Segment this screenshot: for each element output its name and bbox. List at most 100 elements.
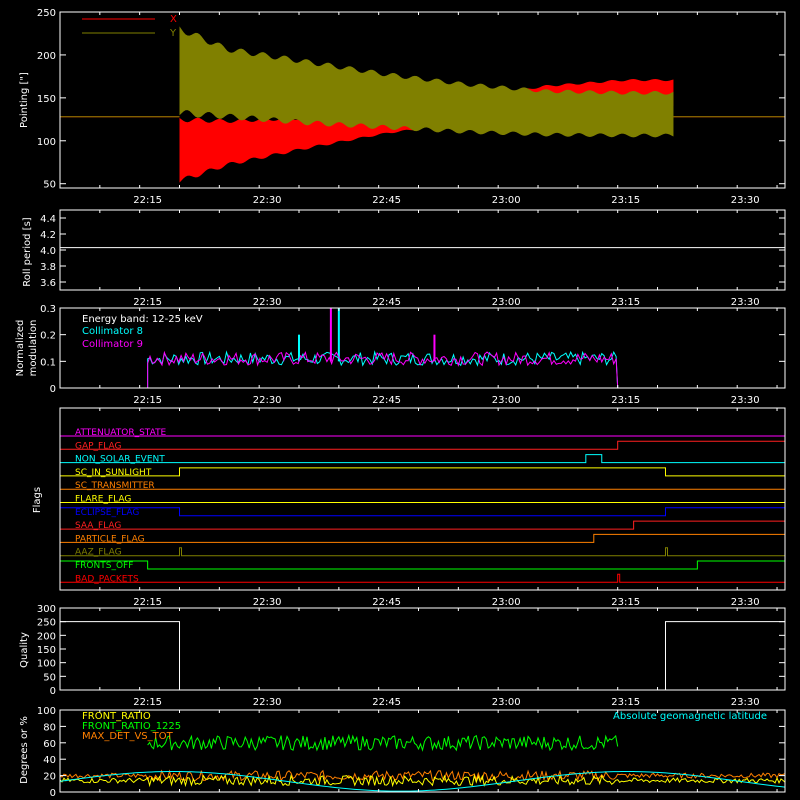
geomag-latitude-trace: [59, 771, 786, 792]
x-tick-label: 22:15: [133, 195, 162, 206]
y-tick-label: 100: [37, 706, 56, 717]
flag-trace: [60, 454, 785, 464]
flag-trace: [60, 467, 785, 477]
pointing-axes-frame: [59, 11, 786, 189]
roll-ylabel: Roll period [s]: [22, 217, 33, 286]
x-tick-label: 23:30: [731, 697, 760, 708]
x-tick-label: 22:30: [253, 395, 282, 406]
flag-label: GAP_FLAG: [75, 441, 121, 451]
x-tick-label: 22:15: [133, 597, 162, 608]
modulation-axes-frame: [59, 307, 786, 389]
legend-label-collimator9: Collimator 9: [82, 339, 143, 350]
flag-label: FRONTS_OFF: [75, 561, 133, 571]
legend-label-front-ratio-1225: FRONT_RATIO_1225: [82, 721, 181, 732]
x-tick-label: 22:45: [372, 297, 401, 308]
x-tick-label: 23:30: [731, 195, 760, 206]
y-tick-label: 40: [43, 755, 56, 766]
y-tick-label: 0.2: [40, 331, 56, 342]
legend-label-collimator8: Collimator 8: [82, 326, 143, 337]
pointing-ticks: 22:15 22:30 22:45 23:00 23:15 23:30 50 100 150 20…: [37, 8, 785, 206]
ratios-plot-data: [59, 733, 786, 792]
x-tick-label: 22:30: [253, 297, 282, 308]
quality-panel: 22:15 22:30 22:45 23:00 23:15 23:30 0 50 100 150 2…: [19, 604, 786, 708]
y-tick-label: 250: [37, 8, 56, 19]
flag-label: SAA_FLAG: [75, 521, 121, 531]
modulation-ylabel-line1: Normalized: [15, 320, 26, 377]
geomag-latitude-label: Absolute geomagnetic latitude: [613, 711, 767, 722]
x-tick-label: 23:15: [611, 297, 640, 308]
pointing-ylabel: Pointing ["]: [19, 72, 30, 128]
y-tick-label: 200: [37, 51, 56, 62]
y-tick-label: 0: [50, 384, 56, 395]
x-tick-label: 23:00: [492, 297, 521, 308]
y-tick-label: 200: [37, 631, 56, 642]
pointing-plot-data: [60, 26, 785, 183]
x-tick-label: 23:15: [611, 195, 640, 206]
energy-band-annotation: Energy band: 12-25 keV: [82, 314, 203, 325]
x-tick-label: 22:45: [372, 697, 401, 708]
x-tick-label: 23:00: [492, 697, 521, 708]
legend-label-max-det-vs-tot: MAX_DET_VS_TOT: [82, 731, 174, 742]
modulation-plot-data: [60, 308, 785, 389]
x-tick-label: 22:45: [372, 597, 401, 608]
modulation-ylabel-line2: modulation: [28, 320, 39, 377]
roll-panel: 22:15 22:30 22:45 23:00 23:15 23:30 3.6 3.8 4.0 4…: [22, 209, 786, 308]
y-tick-label: 150: [37, 645, 56, 656]
x-tick-label: 22:45: [372, 395, 401, 406]
x-tick-label: 23:00: [492, 395, 521, 406]
y-tick-label: 3.8: [40, 262, 56, 273]
x-tick-label: 22:15: [133, 395, 162, 406]
x-tick-label: 22:30: [253, 195, 282, 206]
legend-label-x: X: [170, 14, 177, 25]
y-tick-label: 150: [37, 94, 56, 105]
y-tick-label: 50: [43, 180, 56, 191]
roll-ticks: 22:15 22:30 22:45 23:00 23:15 23:30 3.6 3.8 4.0 4…: [40, 210, 785, 308]
pointing-legend: X Y: [82, 14, 177, 39]
x-tick-label: 22:30: [253, 697, 282, 708]
flags-axes-frame: [59, 407, 786, 591]
ratios-axes-frame: [59, 709, 786, 793]
legend-label-front-ratio: FRONT_RATIO: [82, 711, 151, 722]
x-tick-label: 22:30: [253, 597, 282, 608]
series-band-Y: [179, 26, 674, 138]
flag-label: AAZ_FLAG: [75, 548, 122, 558]
pointing-panel: 22:15 22:30 22:45 23:00 23:15 23:30 50 100 150 20…: [19, 8, 786, 206]
x-tick-label: 23:30: [731, 395, 760, 406]
x-tick-label: 23:00: [492, 597, 521, 608]
y-tick-label: 4.2: [40, 230, 56, 241]
y-tick-label: 100: [37, 659, 56, 670]
flags-ticks: 22:15 22:30 22:45 23:00 23:15 23:30: [59, 408, 778, 608]
y-tick-label: 80: [43, 722, 56, 733]
flag-trace: [60, 547, 785, 557]
flags-panel: ATTENUATOR_STATE GAP_FLAG NON_SOLAR_EVENT S…: [32, 407, 786, 608]
modulation-series-1: [60, 350, 785, 389]
x-tick-label: 23:30: [731, 597, 760, 608]
y-tick-label: 250: [37, 618, 56, 629]
flag-label: SC_IN_SUNLIGHT: [75, 468, 152, 478]
flag-label: FLARE_FLAG: [75, 495, 131, 505]
x-tick-label: 23:15: [611, 395, 640, 406]
x-tick-label: 23:15: [611, 597, 640, 608]
y-tick-label: 4.0: [40, 246, 56, 257]
flag-label: SC_TRANSMITTER: [75, 481, 155, 491]
flag-trace: [59, 560, 786, 570]
quality-ticks: 22:15 22:30 22:45 23:00 23:15 23:30 0 50 100 150 2…: [37, 604, 785, 708]
x-tick-label: 22:15: [133, 297, 162, 308]
flag-label: ECLIPSE_FLAG: [75, 508, 139, 518]
y-tick-label: 0.1: [40, 357, 56, 368]
y-tick-label: 20: [43, 772, 56, 783]
modulation-ticks: 22:15 22:30 22:45 23:00 23:15 23:30 0 0.1 0.2 0.3: [40, 304, 785, 406]
y-tick-label: 0: [50, 686, 56, 697]
modulation-panel: 22:15 22:30 22:45 23:00 23:15 23:30 0 0.1 0.2 0.3…: [15, 304, 786, 406]
y-tick-label: 0.3: [40, 304, 56, 315]
y-tick-label: 50: [43, 672, 56, 683]
legend-label-y: Y: [169, 28, 177, 39]
x-tick-label: 23:00: [492, 195, 521, 206]
y-tick-label: 3.6: [40, 278, 56, 289]
flag-label: NON_SOLAR_EVENT: [75, 455, 165, 465]
ratio-series: [59, 773, 786, 788]
y-tick-label: 60: [43, 739, 56, 750]
flag-label: PARTICLE_FLAG: [75, 534, 145, 544]
flag-label: BAD_PACKETS: [75, 574, 139, 584]
